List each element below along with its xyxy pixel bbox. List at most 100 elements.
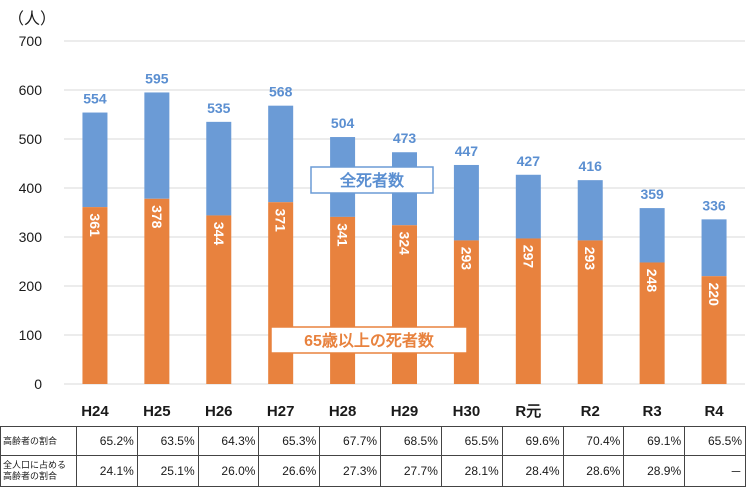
x-tick-label: H26 (205, 403, 233, 420)
total-value-label: 568 (269, 84, 293, 100)
total-value-label: 336 (702, 197, 726, 213)
table-cell: 65.5% (440, 426, 503, 456)
total-value-label: 447 (455, 143, 479, 159)
table-cell: 27.7% (380, 455, 442, 487)
y-tick-label: 100 (19, 327, 43, 343)
bar-total (639, 208, 665, 263)
bar-total (206, 121, 232, 216)
row-label: 高齢者の割合 (0, 426, 77, 456)
bar-total (701, 219, 727, 277)
total-value-label: 595 (145, 70, 169, 86)
bar-total (515, 174, 541, 239)
legend-elderly: 65歳以上の死者数 (270, 326, 468, 354)
x-tick-label: H29 (391, 403, 419, 420)
y-unit-label: （人） (8, 10, 56, 28)
elderly-value-label: 371 (273, 209, 289, 233)
elderly-value-label: 361 (87, 213, 103, 237)
table-cell: 65.3% (258, 426, 321, 456)
table-cell: 69.1% (623, 426, 686, 456)
elderly-value-label: 293 (458, 247, 474, 271)
legend-total: 全死者数 (310, 166, 434, 194)
x-axis: H24 H25 H26 H27 H28 H29 H30 R元 R2 R3 R4 (81, 403, 724, 420)
y-tick-label: 0 (34, 376, 42, 392)
table-cell: 27.3% (319, 455, 382, 487)
table-cell: 67.7% (319, 426, 382, 456)
bar-total (82, 112, 108, 208)
table-cell: 65.2% (76, 426, 138, 456)
bar-chart: 0 100 200 300 400 500 600 700 554 361 595 378 535 34… (8, 10, 745, 420)
bar-elderly (639, 262, 665, 384)
y-tick-label: 300 (19, 229, 43, 245)
bar-elderly (453, 240, 479, 384)
bar-elderly (701, 276, 727, 384)
table-row-elderly-ratio: 高齢者の割合 65.2% 63.5% 64.3% 65.3% 67.7% 68.5% 65.… (0, 426, 746, 456)
legend-elderly-label: 65歳以上の死者数 (304, 331, 435, 350)
total-value-label: 554 (83, 91, 107, 107)
table-cell: 65.5% (684, 426, 746, 456)
elderly-value-label: 378 (149, 205, 165, 229)
ratio-table: 高齢者の割合 65.2% 63.5% 64.3% 65.3% 67.7% 68.5% 65.… (0, 426, 746, 487)
table-cell: 28.4% (501, 455, 564, 487)
bar-elderly (206, 215, 232, 384)
x-tick-label: R2 (581, 403, 600, 420)
table-cell: 24.1% (76, 455, 138, 487)
table-cell: 25.1% (136, 455, 199, 487)
table-cell: 63.5% (136, 426, 199, 456)
x-tick-label: H25 (143, 403, 171, 420)
table-cell: － (684, 455, 746, 487)
bar-elderly (392, 225, 417, 384)
elderly-value-label: 248 (644, 269, 660, 293)
total-value-label: 427 (517, 153, 541, 169)
row-label-line1: 全人口に占める (3, 460, 67, 470)
elderly-value-label: 297 (520, 245, 536, 269)
total-value-label: 416 (579, 158, 603, 174)
table-cell: 64.3% (197, 426, 260, 456)
x-tick-label: R元 (515, 403, 541, 420)
table-cell: 28.9% (623, 455, 686, 487)
x-tick-label: H28 (329, 403, 357, 420)
table-cell: 28.1% (440, 455, 503, 487)
y-tick-label: 700 (19, 33, 43, 49)
table-cell: 26.6% (258, 455, 321, 487)
table-row-population-ratio: 全人口に占める 高齢者の割合 24.1% 25.1% 26.0% 26.6% 27.3%… (0, 455, 746, 487)
y-tick-label: 500 (19, 131, 43, 147)
table-cell: 68.5% (380, 426, 442, 456)
elderly-value-label: 344 (211, 222, 227, 246)
total-value-label: 535 (207, 100, 231, 116)
x-tick-label: H30 (453, 403, 481, 420)
table-cell: 26.0% (197, 455, 260, 487)
total-value-label: 504 (331, 115, 355, 131)
row-label: 全人口に占める 高齢者の割合 (0, 455, 77, 487)
y-axis: 0 100 200 300 400 500 600 700 (19, 33, 43, 392)
elderly-value-label: 220 (706, 283, 722, 307)
bar-elderly (577, 240, 603, 384)
table-cell: 69.6% (501, 426, 564, 456)
x-tick-label: H24 (81, 403, 109, 420)
bar-total (144, 92, 170, 199)
bar-elderly (82, 207, 108, 384)
total-value-label: 473 (393, 130, 417, 146)
bars: 554 361 595 378 535 344 568 371 504 341 473 324 447 2… (82, 70, 727, 384)
bar-total (268, 105, 294, 203)
y-tick-label: 600 (19, 82, 43, 98)
bar-elderly (144, 198, 170, 384)
table-cell: 28.6% (562, 455, 625, 487)
bar-total (453, 164, 479, 241)
bar-elderly (330, 216, 356, 384)
x-tick-label: R3 (643, 403, 662, 420)
elderly-value-label: 324 (397, 232, 413, 256)
elderly-value-label: 341 (335, 223, 351, 247)
bar-elderly (515, 238, 541, 384)
bar-total (577, 180, 603, 241)
legend-total-box (310, 166, 434, 194)
y-tick-label: 400 (19, 180, 43, 196)
x-tick-label: R4 (704, 403, 724, 420)
total-value-label: 359 (640, 186, 664, 202)
table-cell: 70.4% (562, 426, 625, 456)
y-tick-label: 200 (19, 278, 43, 294)
elderly-value-label: 293 (582, 247, 598, 271)
legend-elderly-box (270, 326, 468, 354)
legend-total-label: 全死者数 (339, 171, 405, 190)
x-tick-label: H27 (267, 403, 295, 420)
row-label-line2: 高齢者の割合 (3, 471, 58, 481)
